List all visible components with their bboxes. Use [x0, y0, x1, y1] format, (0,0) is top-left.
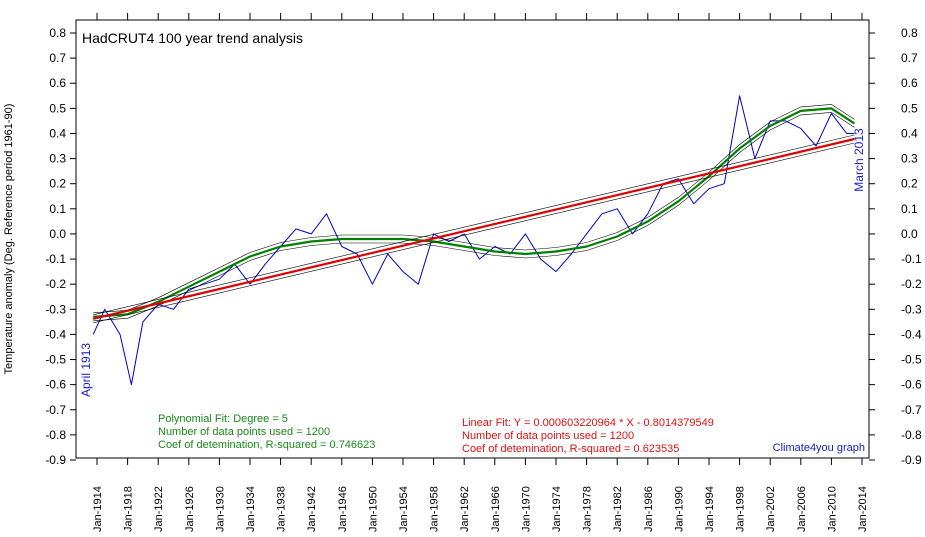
- plot-frame: [75, 19, 870, 459]
- polynomial-fit-line2: Number of data points used = 1200: [158, 426, 330, 438]
- end-label: March 2013: [852, 128, 866, 192]
- x-tick-label: Jan-1946: [337, 486, 349, 532]
- x-tick-label: Jan-1978: [582, 486, 594, 532]
- y-tick-label-right: -0.6: [901, 378, 922, 392]
- polynomial-fit-line: [93, 107, 856, 318]
- x-tick-label: Jan-1998: [735, 486, 747, 532]
- x-tick-label: Jan-1958: [429, 486, 441, 532]
- y-tick-label-left: -0.1: [45, 252, 66, 266]
- x-tick-label: Jan-1942: [306, 486, 318, 532]
- y-tick-label-right: 0.5: [901, 101, 918, 115]
- y-tick-label-left: -0.3: [45, 302, 66, 316]
- y-tick-label-left: 0.7: [49, 51, 66, 65]
- y-tick-label-left: 0.1: [49, 202, 66, 216]
- y-tick-label-right: 0.4: [901, 126, 918, 140]
- x-tick-label: Jan-1982: [612, 486, 624, 532]
- x-tick-label: Jan-1954: [398, 486, 410, 532]
- y-tick-label-right: 0.0: [901, 227, 918, 241]
- y-tick-label-left: -0.6: [45, 378, 66, 392]
- credit-label: Climate4you graph: [773, 442, 865, 454]
- y-tick-label-right: 0.6: [901, 76, 918, 90]
- y-tick-label-right: -0.3: [901, 302, 922, 316]
- y-axis-ticks: 0.8 0.8 0.7 0.7 0.6 0.6 0.5 0.5 0.4 0.4 0.3 0.3 0.2 0…: [45, 26, 922, 467]
- x-tick-label: Jan-1950: [367, 486, 379, 532]
- x-tick-label: Jan-1938: [276, 486, 288, 532]
- x-tick-label: Jan-1918: [123, 486, 135, 532]
- y-tick-label-left: -0.7: [45, 403, 66, 417]
- y-tick-label-left: -0.2: [45, 277, 66, 291]
- x-tick-label: Jan-1966: [490, 486, 502, 532]
- monthly-temperature-line: [92, 95, 855, 386]
- x-tick-label: Jan-2002: [765, 486, 777, 532]
- y-tick-label-right: -0.7: [901, 403, 922, 417]
- y-axis-label: Temperature anomaly (Deg. Reference peri…: [3, 104, 15, 375]
- x-tick-label: Jan-1986: [643, 486, 655, 532]
- y-tick-label-left: -0.5: [45, 353, 66, 367]
- y-tick-label-left: -0.9: [45, 453, 66, 467]
- linear-fit-line3: Coef of detemination, R-squared = 0.6235…: [462, 443, 679, 455]
- x-tick-label: Jan-1974: [551, 486, 563, 532]
- polynomial-fit-line-lower-band: [93, 112, 855, 322]
- y-tick-label-right: -0.1: [901, 252, 922, 266]
- linear-fit-line1: Linear Fit: Y = 0.000603220964 * X - 0.8…: [462, 417, 714, 429]
- y-tick-label-left: 0.2: [49, 177, 66, 191]
- y-tick-label-right: 0.2: [901, 177, 918, 191]
- x-tick-label: Jan-1926: [184, 486, 196, 532]
- x-tick-label: Jan-2014: [857, 486, 869, 532]
- y-tick-label-right: 0.3: [901, 152, 918, 166]
- x-tick-label: Jan-1994: [704, 486, 716, 532]
- plot-area: [75, 19, 870, 459]
- x-tick-label: Jan-1990: [673, 486, 685, 532]
- linear-fit-line-lower-band: [93, 142, 855, 324]
- y-tick-label-left: 0.3: [49, 152, 66, 166]
- y-tick-label-left: -0.8: [45, 428, 66, 442]
- y-tick-label-right: -0.4: [901, 327, 922, 341]
- y-tick-label-right: -0.8: [901, 428, 922, 442]
- x-tick-label: Jan-1934: [245, 486, 257, 532]
- polynomial-fit-line1: Polynomial Fit: Degree = 5: [158, 413, 288, 425]
- start-label: April 1913: [79, 343, 93, 397]
- y-tick-label-right: -0.5: [901, 353, 922, 367]
- x-tick-label: Jan-1930: [214, 486, 226, 532]
- y-tick-label-left: 0.6: [49, 76, 66, 90]
- y-tick-label-left: -0.4: [45, 327, 66, 341]
- y-tick-label-left: 0.4: [49, 126, 66, 140]
- linear-fit-line: [92, 137, 855, 320]
- y-tick-label-left: 0.0: [49, 227, 66, 241]
- polynomial-fit-line3: Coef of detemination, R-squared = 0.7466…: [158, 439, 375, 451]
- y-tick-label-right: 0.1: [901, 202, 918, 216]
- x-tick-label: Jan-1914: [92, 486, 104, 532]
- y-tick-label-left: 0.5: [49, 101, 66, 115]
- y-tick-label-right: -0.2: [901, 277, 922, 291]
- x-tick-label: Jan-2010: [826, 486, 838, 532]
- series-layer: [92, 95, 856, 386]
- y-tick-label-right: 0.8: [901, 26, 918, 40]
- polynomial-fit-line-upper-band: [93, 104, 855, 314]
- linear-fit-line2: Number of data points used = 1200: [462, 430, 634, 442]
- linear-fit-line-upper-band: [93, 134, 855, 316]
- x-tick-label: Jan-1970: [520, 486, 532, 532]
- y-tick-label-right: -0.9: [901, 453, 922, 467]
- x-tick-label: Jan-1962: [459, 486, 471, 532]
- x-axis-ticks: Jan-1914 Jan-1918 Jan-1922 Jan-1926 Jan-1930…: [92, 13, 869, 532]
- chart-title: HadCRUT4 100 year trend analysis: [82, 30, 303, 46]
- x-tick-label: Jan-2006: [796, 486, 808, 532]
- y-tick-label-left: 0.8: [49, 26, 66, 40]
- y-tick-label-right: 0.7: [901, 51, 918, 65]
- x-tick-label: Jan-1922: [153, 486, 165, 532]
